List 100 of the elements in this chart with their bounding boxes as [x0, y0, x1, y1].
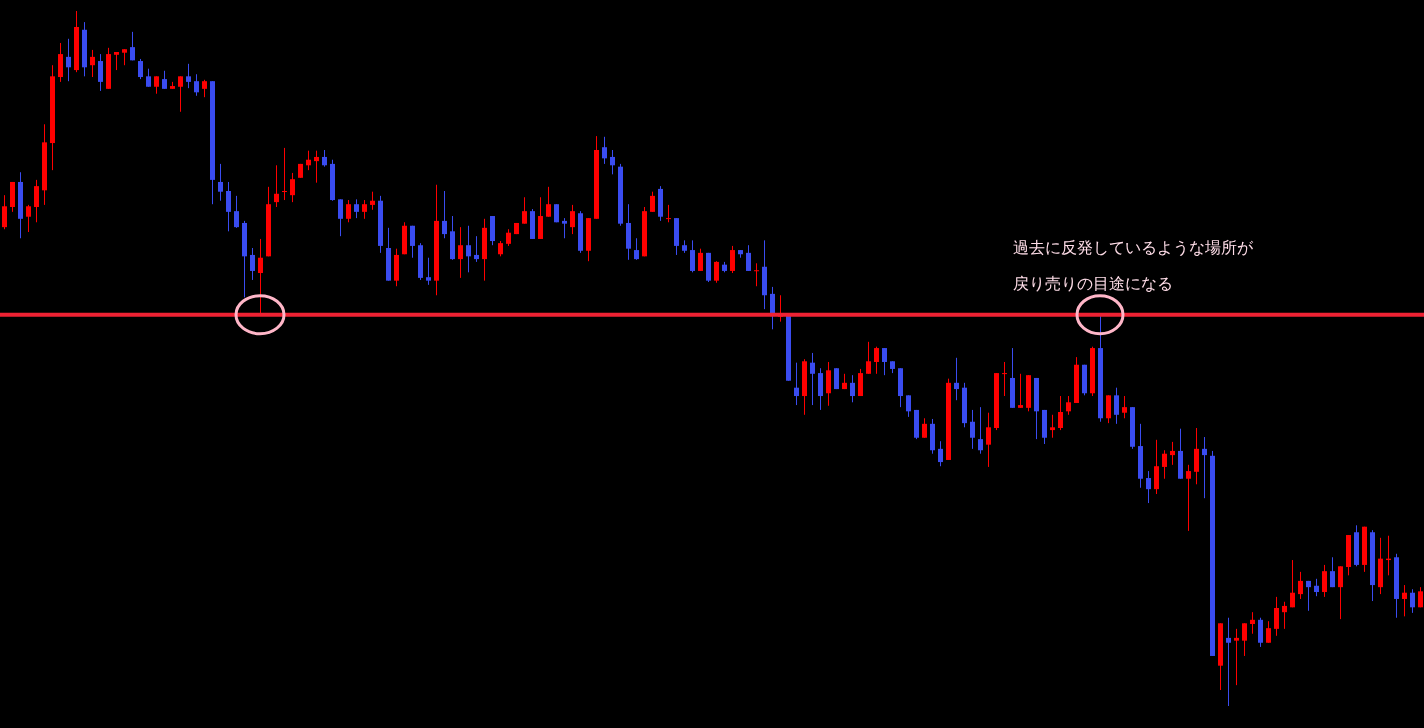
candlestick	[1002, 361, 1007, 397]
candlestick	[58, 42, 63, 83]
candlestick	[634, 237, 639, 261]
candlestick	[730, 245, 735, 274]
candlestick	[714, 260, 719, 284]
candlestick	[1242, 622, 1247, 657]
candlestick	[1122, 395, 1127, 419]
candlestick	[2, 194, 7, 230]
candlestick	[1410, 588, 1415, 614]
candlestick	[314, 150, 319, 184]
candlestick	[882, 347, 887, 376]
candlestick	[1234, 628, 1239, 686]
candlestick	[874, 346, 879, 375]
candlestick	[754, 262, 759, 287]
candlestick	[282, 147, 287, 201]
candlestick	[522, 196, 527, 225]
candlestick	[354, 198, 359, 219]
candlestick	[698, 248, 703, 272]
candlestick	[1402, 584, 1407, 617]
candlestick	[546, 186, 551, 218]
candlestick	[938, 440, 943, 467]
candlestick	[458, 226, 463, 279]
candlestick	[1266, 620, 1271, 644]
candlestick	[1154, 439, 1159, 495]
candlestick	[1250, 611, 1255, 635]
candlestick	[410, 225, 415, 259]
candlestick	[1194, 427, 1199, 485]
candlestick	[538, 196, 543, 240]
candlestick	[466, 225, 471, 273]
candlestick	[826, 361, 831, 407]
candlestick	[34, 179, 39, 223]
candlestick	[794, 362, 799, 406]
candlestick	[1050, 414, 1055, 439]
candlestick	[1282, 601, 1287, 630]
candlestick	[954, 357, 959, 401]
candlestick	[346, 199, 351, 223]
candlestick	[90, 49, 95, 78]
candlestick	[1226, 617, 1231, 706]
candlestick	[66, 38, 71, 82]
candlestick	[906, 394, 911, 418]
candlestick	[666, 204, 671, 223]
candlestick	[138, 58, 143, 80]
candlestick	[146, 68, 151, 88]
candlestick	[690, 239, 695, 273]
candlestick	[338, 198, 343, 237]
candlestick	[746, 244, 751, 272]
candlestick	[610, 149, 615, 175]
candlestick	[1330, 556, 1335, 588]
candlestick	[226, 181, 231, 232]
candlestick	[1170, 441, 1175, 466]
candlestick	[1258, 617, 1263, 648]
candlestick	[114, 51, 119, 71]
candlestick	[250, 247, 255, 281]
candlestick	[130, 31, 135, 61]
candlestick	[970, 409, 975, 450]
candlestick	[570, 204, 575, 235]
candlestick	[1114, 387, 1119, 425]
candlestick	[1106, 394, 1111, 424]
candlestick	[26, 204, 31, 233]
candlestick	[98, 53, 103, 92]
candlestick	[234, 195, 239, 229]
annotation: 戻り売りの目途になる	[1013, 273, 1174, 295]
candlestick	[178, 75, 183, 113]
candlestick	[810, 352, 815, 406]
candlestick	[1298, 571, 1303, 600]
candlestick	[474, 235, 479, 263]
candlestick	[850, 374, 855, 403]
candlestick	[258, 238, 263, 314]
candlestick	[866, 341, 871, 375]
candlestick	[1162, 449, 1167, 480]
candlestick	[290, 172, 295, 203]
candlestick	[1066, 395, 1071, 416]
candlestick	[274, 164, 279, 208]
candlestick	[922, 417, 927, 439]
candlestick	[1018, 373, 1023, 409]
candlestick	[1290, 559, 1295, 608]
candlestick	[218, 163, 223, 202]
candlestick	[1202, 436, 1207, 499]
candlestick	[818, 367, 823, 411]
candlestick	[602, 136, 607, 165]
candlestick	[370, 191, 375, 211]
candlestick	[1146, 470, 1151, 504]
candlestick	[426, 257, 431, 286]
candlestick	[1186, 464, 1191, 532]
candlestick	[1306, 580, 1311, 612]
candlestick	[978, 406, 983, 455]
candlestick	[650, 191, 655, 213]
candlestick	[194, 73, 199, 97]
annotation: 過去に反発しているような場所が	[1013, 237, 1253, 259]
candlestick	[986, 412, 991, 468]
candlestick	[1338, 565, 1343, 620]
candlestick	[1322, 564, 1327, 598]
candlestick	[562, 217, 567, 239]
candlestick	[186, 63, 191, 89]
candlestick	[1058, 395, 1063, 431]
candlestick	[442, 190, 447, 239]
candlestick	[1274, 596, 1279, 637]
candlestick	[858, 368, 863, 397]
candlestick	[362, 199, 367, 220]
candlestick	[162, 70, 167, 90]
